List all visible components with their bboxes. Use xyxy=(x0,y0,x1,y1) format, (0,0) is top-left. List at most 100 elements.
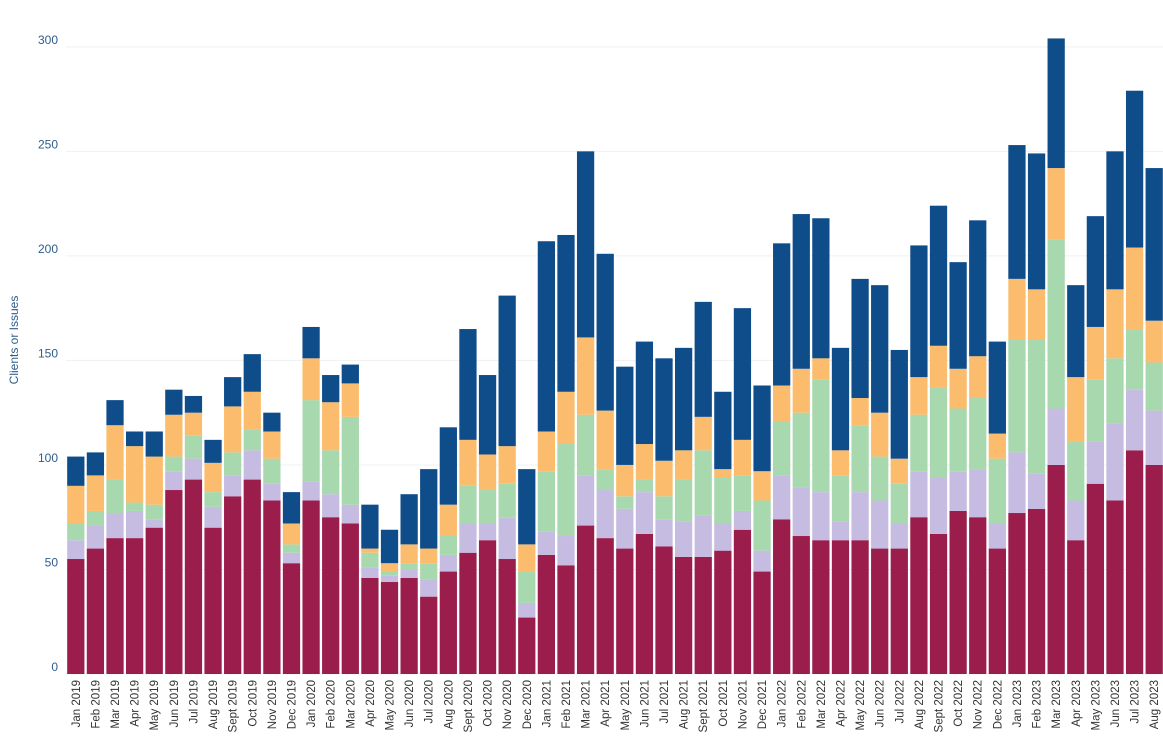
bar-segment xyxy=(812,379,830,493)
bar-segment xyxy=(1086,216,1105,327)
x-tick-label: Apr 2022 xyxy=(835,680,847,727)
bar-segment xyxy=(1067,285,1085,378)
bar-segment xyxy=(341,416,359,505)
bar-segment xyxy=(537,241,556,432)
bar-segment xyxy=(988,548,1006,674)
bar-segment xyxy=(106,400,124,426)
bar-segment xyxy=(498,517,516,560)
bar-segment xyxy=(871,412,889,457)
bar-segment xyxy=(145,504,163,520)
x-tick-label: Jul 2023 xyxy=(1130,680,1142,723)
bar-segment xyxy=(224,452,242,476)
bar-segment xyxy=(1125,329,1144,390)
bar-segment xyxy=(322,450,340,495)
bar-segment xyxy=(243,450,261,480)
x-tick-label: Sept 2022 xyxy=(934,680,946,732)
bar-segment xyxy=(655,358,673,461)
bar-segment xyxy=(86,510,105,526)
bar-segment xyxy=(518,544,536,572)
x-tick-label: May 2023 xyxy=(1090,680,1102,731)
bar-segment xyxy=(145,431,163,457)
bar-segment xyxy=(380,563,399,572)
bar-segment xyxy=(478,375,497,455)
y-tick-label: 250 xyxy=(38,138,58,152)
bar-segment xyxy=(753,385,771,472)
y-tick-label: 150 xyxy=(38,347,58,361)
bar-segment xyxy=(1027,339,1046,474)
bar-segment xyxy=(655,496,673,520)
bar-segment xyxy=(596,253,614,411)
bar-segment xyxy=(1027,508,1046,674)
x-tick-label: Aug 2019 xyxy=(208,680,220,729)
bar-segment xyxy=(165,471,183,491)
bar-segment xyxy=(145,456,163,505)
bar-segment xyxy=(1047,239,1065,409)
bar-segment xyxy=(969,398,987,470)
bar-segment xyxy=(851,492,869,541)
bar-segment xyxy=(341,364,359,384)
bar-segment xyxy=(361,567,379,578)
bar-segment xyxy=(361,577,379,674)
bar-segment xyxy=(733,308,752,440)
bar-segment xyxy=(361,548,379,553)
x-tick-label: Jul 2021 xyxy=(659,680,671,723)
bar-segment xyxy=(910,245,928,378)
bar-segment xyxy=(616,496,634,509)
bar-segment xyxy=(263,500,281,674)
bar-segment xyxy=(224,475,242,497)
bar-segment xyxy=(1047,408,1065,465)
bar-segment xyxy=(576,475,595,526)
bar-segment xyxy=(400,494,418,545)
bar-segment xyxy=(459,485,477,524)
bar-segment xyxy=(655,546,673,674)
bar-segment xyxy=(1145,362,1163,411)
x-tick-label: Mar 2019 xyxy=(110,680,122,729)
bar-segment xyxy=(910,377,928,415)
bar-segment xyxy=(831,540,850,674)
y-tick-label: 100 xyxy=(38,451,58,465)
bar-segment xyxy=(576,151,595,338)
bar-segment xyxy=(1106,289,1124,359)
bar-segment xyxy=(773,475,791,520)
bar-segment xyxy=(243,354,261,392)
bar-segment xyxy=(1067,441,1085,501)
x-tick-label: Jan 2023 xyxy=(1012,680,1024,727)
x-tick-label: Jun 2023 xyxy=(1110,680,1122,727)
bar-segment xyxy=(478,490,497,524)
bar-segment xyxy=(1008,513,1026,674)
bar-segment xyxy=(165,389,183,415)
bar-segment xyxy=(400,544,418,564)
bar-segment xyxy=(890,548,908,674)
bar-segment xyxy=(341,383,359,417)
bar-segment xyxy=(1125,90,1144,248)
bar-segment xyxy=(812,358,830,380)
bar-segment xyxy=(478,523,497,541)
bar-segment xyxy=(674,450,693,480)
bar-segment xyxy=(478,540,497,674)
bar-segment xyxy=(1067,500,1085,541)
bar-segment xyxy=(753,500,771,551)
bar-segment xyxy=(106,479,124,514)
x-tick-label: Feb 2020 xyxy=(326,680,338,729)
bar-segment xyxy=(263,458,281,484)
x-tick-label: Sept 2021 xyxy=(698,680,710,732)
bar-segment xyxy=(831,521,850,541)
bar-segment xyxy=(812,218,830,359)
bar-segment xyxy=(753,550,771,572)
x-tick-label: Nov 2019 xyxy=(267,680,279,729)
bar-segment xyxy=(812,540,830,674)
bar-segment xyxy=(1086,326,1105,380)
bar-segment xyxy=(1067,540,1085,674)
bar-segment xyxy=(282,492,301,524)
bar-segment xyxy=(714,469,732,478)
x-tick-label: Jan 2020 xyxy=(306,680,318,727)
bar-segment xyxy=(1047,38,1065,169)
bar-segment xyxy=(1106,358,1124,424)
bar-segment xyxy=(949,262,967,369)
x-tick-label: May 2019 xyxy=(149,680,161,731)
bar-segment xyxy=(635,341,654,445)
bar-segment xyxy=(322,375,340,403)
bar-segment xyxy=(420,596,438,674)
bar-segment xyxy=(871,548,889,674)
bar-segment xyxy=(890,458,908,484)
